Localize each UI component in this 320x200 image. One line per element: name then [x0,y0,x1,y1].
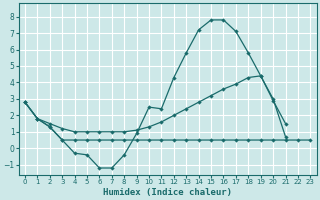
X-axis label: Humidex (Indice chaleur): Humidex (Indice chaleur) [103,188,232,197]
